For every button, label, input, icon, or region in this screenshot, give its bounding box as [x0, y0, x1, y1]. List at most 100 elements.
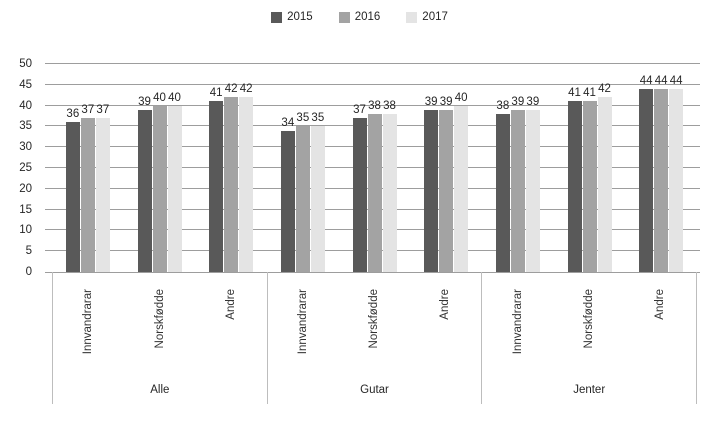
bar-value-label: 40 — [454, 91, 468, 104]
legend-swatch-2016 — [338, 11, 350, 23]
bar-2015-jenter-andre: 44 — [639, 75, 654, 272]
chart-legend: 2015 2016 2017 — [0, 11, 719, 23]
y-tick-label-50: 50 — [19, 58, 32, 70]
subcategory-labels: Innvandrarar Norskfødde Andre — [482, 272, 696, 376]
bar-2017-jenter-andre: 44 — [669, 75, 684, 272]
category-label-innvandrarar: Innvandrarar — [296, 289, 309, 355]
bar-cluster-gutar-1: 37 38 38 — [352, 64, 397, 272]
subcategory-cell: Andre — [195, 289, 266, 320]
bars-layer: 36 37 37 39 40 40 41 42 42 34 35 35 37 38 38 39 39 40 38 39… — [52, 64, 697, 272]
bar-value-label: 37 — [353, 104, 366, 117]
subcategory-cell: Norskfødde — [554, 289, 625, 348]
category-label-innvandrarar: Innvandrarar — [511, 289, 524, 355]
bar-value-label: 40 — [168, 91, 181, 104]
bar-2015-jenter-norskfødde: 41 — [567, 87, 582, 272]
subcategory-labels: Innvandrarar Norskfødde Andre — [53, 272, 267, 376]
bar-2016-alle-andre: 42 — [224, 83, 239, 272]
bar-value-label: 39 — [138, 95, 151, 108]
bar-2017-jenter-norskfødde: 42 — [597, 83, 612, 272]
bar-2016-gutar-andre: 39 — [439, 96, 454, 272]
legend-item-2015: 2015 — [271, 11, 313, 23]
y-tick-label-30: 30 — [19, 141, 32, 154]
group-label-alle: Alle — [150, 384, 170, 396]
bar-cluster-cell: 36 37 37 — [52, 64, 124, 272]
y-tick-label-25: 25 — [19, 162, 32, 174]
bar-2017-gutar-andre: 40 — [454, 92, 469, 272]
bar-2017-jenter-innvandrarar: 39 — [525, 96, 540, 272]
bar-2017-gutar-innvandrarar: 35 — [310, 112, 325, 272]
bar-cluster-cell: 41 41 42 — [554, 64, 626, 272]
group-label-jenter: Jenter — [573, 384, 606, 396]
bar-value-label: 41 — [568, 87, 581, 100]
bar-value-label: 37 — [81, 104, 95, 117]
bar-value-label: 42 — [239, 83, 253, 96]
bar-cluster-jenter-2: 44 44 44 — [639, 64, 684, 272]
bar-value-label: 41 — [209, 87, 223, 100]
legend-item-2016: 2016 — [338, 11, 381, 23]
bar-cluster-cell: 39 39 40 — [410, 64, 482, 272]
x-group-jenter: Innvandrarar Norskfødde Andre Jenter — [482, 272, 698, 404]
bar-group-gutar: 34 35 35 37 38 38 39 39 40 — [267, 64, 482, 272]
category-label-norskfødde: Norskfødde — [582, 289, 595, 349]
gridline-y-45 — [45, 83, 700, 85]
bar-value-label: 38 — [368, 99, 381, 112]
bar-2017-alle-andre: 42 — [239, 83, 254, 272]
bar-cluster-gutar-0: 34 35 35 — [280, 64, 325, 272]
bar-2015-jenter-innvandrarar: 38 — [495, 100, 510, 272]
x-axis-category-area: Innvandrarar Norskfødde Andre Alle Innvandra… — [52, 272, 698, 404]
y-tick-label-45: 45 — [19, 78, 32, 91]
bar-cluster-cell: 37 38 38 — [339, 64, 411, 272]
legend-item-2017: 2017 — [406, 11, 448, 23]
bar-value-label: 39 — [526, 95, 540, 108]
subcategory-cell: Innvandrarar — [53, 289, 124, 354]
gridline-y-50 — [45, 63, 700, 64]
bar-2015-alle-innvandrarar: 36 — [65, 108, 80, 272]
bar-value-label: 41 — [583, 87, 596, 100]
bar-value-label: 38 — [496, 99, 510, 112]
bar-2016-alle-innvandrarar: 37 — [80, 104, 95, 272]
y-tick-label-5: 5 — [25, 245, 32, 258]
y-tick-label-10: 10 — [19, 224, 32, 237]
subcategory-cell: Innvandrarar — [482, 289, 553, 354]
subcategory-cell: Innvandrarar — [268, 289, 339, 354]
bar-cluster-jenter-0: 38 39 39 — [495, 64, 540, 272]
bar-cluster-alle-2: 41 42 42 — [209, 64, 254, 272]
bar-cluster-cell: 38 39 39 — [482, 64, 554, 272]
bar-2016-jenter-innvandrarar: 39 — [510, 96, 525, 272]
bar-2016-gutar-innvandrarar: 35 — [295, 112, 310, 272]
bar-cluster-gutar-2: 39 39 40 — [424, 64, 469, 272]
bar-2017-gutar-norskfødde: 38 — [382, 100, 397, 272]
bar-value-label: 35 — [296, 112, 310, 125]
category-label-norskfødde: Norskfødde — [368, 289, 381, 349]
subcategory-labels: Innvandrarar Norskfødde Andre — [268, 272, 482, 376]
bar-value-label: 37 — [96, 104, 110, 117]
bar-value-label: 39 — [424, 95, 438, 108]
y-tick-label-15: 15 — [19, 203, 32, 216]
x-group-alle: Innvandrarar Norskfødde Andre Alle — [52, 272, 268, 404]
category-label-andre: Andre — [654, 289, 667, 320]
bar-2016-jenter-andre: 44 — [654, 75, 669, 272]
subcategory-cell: Norskfødde — [124, 289, 195, 348]
gridline-y-0 — [45, 272, 700, 273]
bar-2016-jenter-norskfødde: 41 — [582, 87, 597, 272]
bar-value-label: 36 — [66, 108, 80, 121]
legend-label: 2016 — [354, 11, 381, 23]
bar-group-alle: 36 37 37 39 40 40 41 42 42 — [52, 64, 267, 272]
subcategory-cell: Andre — [625, 289, 696, 320]
y-tick-label-35: 35 — [19, 120, 32, 133]
y-axis-tick-labels: 0 5 10 15 20 25 30 35 40 45 50 — [0, 58, 38, 278]
bar-value-label: 40 — [153, 91, 166, 104]
bar-value-label: 44 — [669, 74, 683, 87]
category-label-norskfødde: Norskfødde — [153, 289, 166, 349]
category-label-andre: Andre — [439, 289, 452, 320]
bar-cluster-alle-1: 39 40 40 — [137, 64, 182, 272]
legend-label: 2015 — [287, 11, 313, 23]
bar-value-label: 34 — [281, 116, 295, 129]
bar-value-label: 42 — [224, 83, 238, 96]
bar-2016-alle-norskfødde: 40 — [152, 92, 167, 272]
bar-value-label: 35 — [311, 112, 325, 125]
subcategory-cell: Andre — [410, 289, 481, 320]
bar-2015-gutar-norskfødde: 37 — [352, 104, 367, 272]
subcategory-cell: Norskfødde — [339, 289, 410, 348]
